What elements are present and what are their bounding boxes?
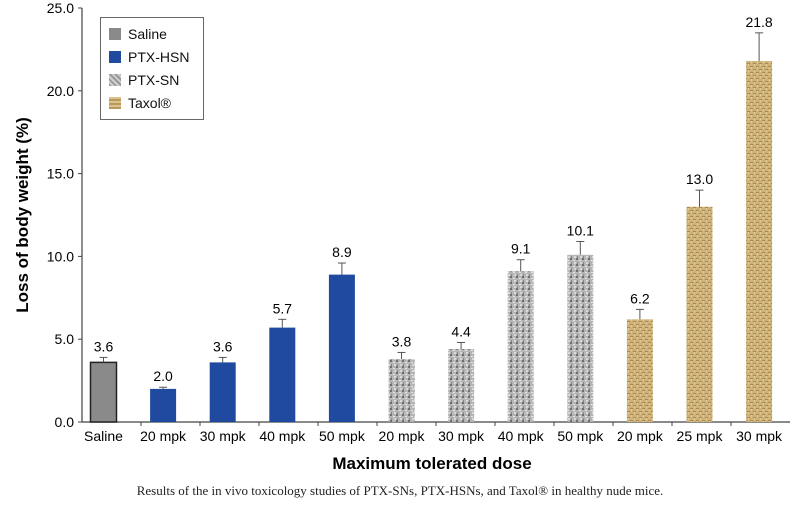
- y-tick-label: 10.0: [47, 248, 74, 264]
- x-tick-label: 40 mpk: [259, 428, 306, 444]
- bar: [567, 254, 594, 422]
- data-label: 3.8: [392, 333, 412, 349]
- x-tick-label: 40 mpk: [498, 428, 545, 444]
- data-label: 8.9: [332, 244, 352, 260]
- legend-label: PTX-HSN: [128, 49, 190, 65]
- legend-label: Taxol®: [128, 95, 171, 111]
- x-tick-label: 50 mpk: [319, 428, 366, 444]
- legend-item: Saline: [109, 26, 167, 42]
- x-tick-label: 25 mpk: [677, 428, 724, 444]
- x-tick-label: 20 mpk: [140, 428, 187, 444]
- y-tick-label: 15.0: [47, 166, 74, 182]
- y-axis-label: Loss of body weight (%): [13, 117, 32, 313]
- y-tick-label: 0.0: [55, 414, 75, 430]
- x-tick-label: 20 mpk: [379, 428, 426, 444]
- legend: Saline PTX-HSN PTX-SN Taxol®: [100, 17, 204, 120]
- data-label: 2.0: [153, 368, 173, 384]
- bar: [507, 271, 534, 422]
- bar-chart: 0.0 5.0 10.0 15.0 20.0 25.0 Saline 20 mpk 30 mpk…: [13, 0, 790, 473]
- data-label: 3.6: [94, 338, 114, 354]
- legend-item: PTX-HSN: [109, 49, 189, 65]
- data-label: 13.0: [686, 171, 713, 187]
- bar: [448, 349, 475, 422]
- x-tick-label: 20 mpk: [617, 428, 664, 444]
- x-tick-label: 30 mpk: [736, 428, 783, 444]
- x-axis-label: Maximum tolerated dose: [332, 454, 531, 473]
- bar: [150, 388, 177, 422]
- legend-label: Saline: [128, 26, 167, 42]
- data-label: 10.1: [567, 222, 594, 238]
- bar: [746, 60, 773, 422]
- figure-caption: Results of the in vivo toxicology studie…: [136, 483, 664, 498]
- bar: [686, 206, 713, 422]
- legend-swatch: [109, 28, 121, 40]
- bar: [89, 361, 118, 423]
- data-label: 21.8: [745, 14, 772, 30]
- bar: [626, 319, 653, 422]
- y-tick-label: 20.0: [47, 83, 74, 99]
- data-label: 9.1: [511, 241, 531, 257]
- data-label: 4.4: [451, 324, 471, 340]
- legend-item: Taxol®: [109, 95, 171, 111]
- x-tick-label: Saline: [84, 428, 123, 444]
- data-label: 6.2: [630, 290, 650, 306]
- legend-swatch: [109, 51, 121, 63]
- legend-label: PTX-SN: [128, 72, 180, 88]
- y-tick-label: 25.0: [47, 0, 74, 16]
- bar: [388, 359, 415, 422]
- x-tick-label: 30 mpk: [200, 428, 247, 444]
- x-tick-label: 50 mpk: [557, 428, 604, 444]
- data-label: 5.7: [273, 300, 293, 316]
- bar: [269, 327, 296, 422]
- legend-swatch: [109, 74, 121, 86]
- data-label: 3.6: [213, 338, 233, 354]
- x-tick-label: 30 mpk: [438, 428, 485, 444]
- bar: [209, 362, 236, 422]
- y-tick-label: 5.0: [55, 331, 75, 347]
- bar: [328, 274, 355, 422]
- legend-item: PTX-SN: [109, 72, 179, 88]
- legend-swatch: [109, 97, 121, 109]
